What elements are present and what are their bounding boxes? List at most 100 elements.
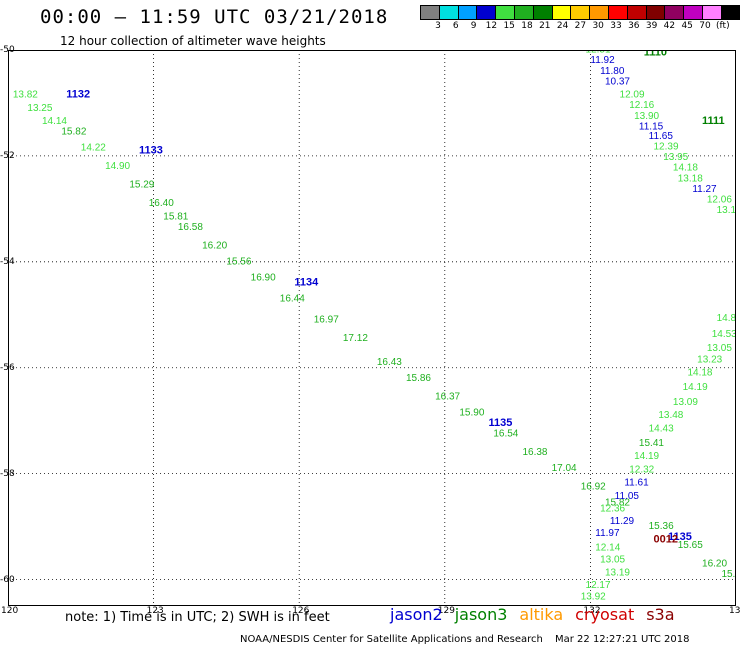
- wave-height-label: 14.18: [673, 163, 698, 174]
- wave-height-label: 11.29: [610, 516, 635, 527]
- wave-height-label: 15.56: [226, 256, 251, 267]
- wave-height-label: 13.18: [678, 173, 703, 184]
- colorbar-label: 15: [503, 21, 515, 31]
- track-time-label: 1111: [702, 115, 725, 127]
- plot-frame: [8, 50, 736, 606]
- wave-height-label: 14.43: [649, 423, 674, 434]
- wave-height-label: 12.17: [586, 580, 611, 591]
- wave-height-label: 15.41: [639, 438, 664, 449]
- colorbar-cell: [476, 5, 497, 20]
- wave-height-label: 16.20: [202, 241, 227, 252]
- wave-height-label: 13.05: [707, 343, 732, 354]
- wave-height-label: 11.27: [692, 184, 717, 195]
- track-time-label: 1135: [668, 531, 692, 543]
- wave-height-label: 17.12: [343, 333, 368, 344]
- wave-height-label: 10.37: [605, 76, 630, 87]
- wave-height-label: 13.90: [634, 111, 659, 122]
- wave-height-label: 13.1: [717, 205, 736, 216]
- wave-height-label: 15.81: [163, 211, 188, 222]
- colorbar-label: 9: [470, 21, 477, 31]
- map-subtitle: 12 hour collection of altimeter wave hei…: [60, 34, 326, 48]
- wave-height-label: 12.06: [707, 195, 732, 206]
- colorbar-cell: [645, 5, 666, 20]
- legend-item: cryosat: [575, 605, 635, 624]
- wave-height-label: 11.80: [600, 66, 625, 77]
- wave-height-label: 13.25: [27, 103, 52, 114]
- wave-height-label: 13.09: [673, 397, 698, 408]
- colorbar-label: 24: [556, 21, 569, 31]
- colorbar-cell: [607, 5, 628, 20]
- wave-height-label: 12.14: [595, 542, 620, 553]
- colorbar-cell: [532, 5, 553, 20]
- colorbar-cell: [701, 5, 722, 20]
- colorbar-label: 6: [452, 21, 459, 31]
- wave-height-label: 15.82: [61, 127, 86, 138]
- colorbar-label: 45: [681, 21, 693, 31]
- altimeter-map: 13.8213.2514.1415.8214.2214.9015.2916.40…: [8, 50, 736, 606]
- wave-height-label: 15.96: [721, 569, 736, 580]
- wave-height-label: 15.29: [129, 180, 154, 191]
- colorbar-label: 18: [521, 21, 533, 31]
- wave-height-label: 13.95: [663, 152, 688, 163]
- wave-height-label: 12.16: [629, 100, 654, 111]
- colorbar-cell: [513, 5, 534, 20]
- wave-height-label: 12.39: [653, 142, 678, 153]
- track-time-label: 1133: [139, 144, 163, 156]
- wave-height-label: 11.15: [639, 121, 664, 132]
- wave-height-label: 14.8: [717, 313, 736, 324]
- wave-height-label: 14.90: [105, 161, 130, 172]
- track-time-label: 1135: [488, 417, 512, 429]
- colorbar-label: 33: [610, 21, 622, 31]
- colorbar-label: 30: [592, 21, 604, 31]
- track-time-label: 1132: [66, 89, 90, 101]
- wave-height-label: 11.61: [624, 477, 649, 488]
- wave-height-label: 16.37: [435, 391, 460, 402]
- legend-item: s3a: [646, 605, 675, 624]
- colorbar-cell: [683, 5, 703, 20]
- note-text: note: 1) Time is in UTC; 2) SWH is in fe…: [65, 610, 330, 625]
- colorbar-label: 12: [485, 21, 498, 31]
- wave-height-label: 14.18: [687, 368, 712, 379]
- wave-height-label: 12.36: [600, 504, 625, 515]
- wave-height-label: 14.19: [683, 382, 708, 393]
- legend-item: altika: [519, 605, 564, 624]
- track-time-label: 1110: [644, 50, 667, 58]
- wave-height-label: 15.36: [649, 521, 674, 532]
- wave-height-label: 13.48: [658, 410, 683, 421]
- colorbar-label: 70: [699, 21, 711, 31]
- colorbar-cell: [457, 5, 478, 20]
- track-time-label: 0012: [653, 533, 677, 545]
- colorbar-cell: [420, 5, 440, 20]
- wave-height-label: 16.44: [280, 294, 305, 305]
- wave-height-label: 13.05: [600, 555, 625, 566]
- colorbar-label: 3: [435, 21, 441, 31]
- wave-height-label: 16.54: [493, 429, 518, 440]
- colorbar-cell: [551, 5, 572, 20]
- colorbar-label: 39: [645, 21, 658, 31]
- satellite-legend: jason2 jason3 altika cryosat s3a: [390, 605, 687, 624]
- wave-height-label: 12.51: [586, 50, 611, 56]
- x-tick-label: 135: [729, 606, 740, 616]
- colorbar-label: 21: [539, 21, 551, 31]
- wave-height-label: 14.19: [634, 451, 659, 462]
- colorbar-label: 42: [663, 21, 676, 31]
- track-time-label: 1134: [294, 277, 319, 289]
- wave-height-label: 13.19: [605, 567, 630, 578]
- wave-height-label: 16.43: [377, 357, 402, 368]
- wave-height-label: 13.23: [697, 354, 722, 365]
- colorbar-label: 27: [574, 21, 587, 31]
- colorbar-label: 36: [628, 21, 640, 31]
- wave-height-label: 14.53: [712, 329, 736, 340]
- x-tick-label: 120: [1, 606, 19, 616]
- wave-height-label: 12.09: [620, 90, 645, 101]
- timestamp-text: Mar 22 12:27:21 UTC 2018: [555, 634, 690, 645]
- colorbar: [420, 5, 740, 20]
- colorbar-labels: 3 6 9 12 15 18 21 24 27 30 33 36 39 42 45 70 (ft): [420, 21, 740, 33]
- wave-height-label: 17.04: [552, 463, 577, 474]
- wave-height-label: 15.82: [605, 497, 630, 508]
- wave-height-label: 16.97: [314, 315, 339, 326]
- colorbar-cell: [589, 5, 609, 20]
- wave-height-label: 16.58: [178, 222, 203, 233]
- wave-height-label: 12.32: [629, 465, 654, 476]
- wave-height-label: 15.65: [678, 540, 703, 551]
